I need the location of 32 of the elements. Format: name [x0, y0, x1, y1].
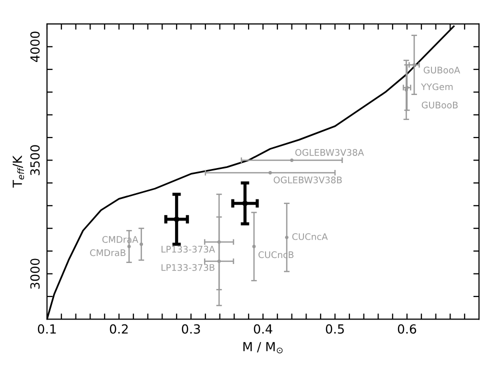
- series-label: LP133-373A: [162, 246, 216, 253]
- x-tick-label: 0.4: [254, 324, 272, 334]
- series-label: GUBooA: [424, 66, 460, 74]
- y-axis-title: T$_{eff}$/K: [12, 155, 24, 188]
- series-label: CMDraB: [90, 249, 126, 256]
- point: [290, 158, 294, 162]
- series-label: CUCncA: [292, 233, 328, 240]
- x-tick-label: 0.6: [398, 324, 416, 334]
- x-tick-label: 0.2: [110, 324, 128, 334]
- x-tick-label: 0.1: [38, 324, 56, 334]
- point: [242, 200, 248, 206]
- point: [412, 63, 416, 67]
- point: [285, 236, 288, 240]
- point: [140, 242, 144, 246]
- x-tick-label: 0.3: [182, 324, 200, 334]
- series-label: LP133-373B: [162, 264, 214, 271]
- y-tick-label: 3500: [30, 145, 40, 176]
- x-axis-title: M / M$_{⊙}$: [243, 342, 283, 354]
- y-tick-label: 4000: [30, 32, 40, 62]
- point: [174, 216, 180, 222]
- point: [252, 244, 256, 248]
- text: GUBooB: [422, 102, 458, 108]
- point: [127, 244, 131, 248]
- series-label: OGLEBW3V38B: [274, 176, 342, 184]
- point: [217, 240, 221, 244]
- point: [268, 170, 272, 174]
- series-label: YYGem: [420, 83, 453, 90]
- x-tick-label: 0.5: [326, 324, 344, 334]
- point: [217, 260, 221, 264]
- point: [404, 88, 408, 92]
- y-tick-label: 3000: [30, 258, 40, 289]
- series-label: OGLEBW3V38A: [295, 149, 364, 156]
